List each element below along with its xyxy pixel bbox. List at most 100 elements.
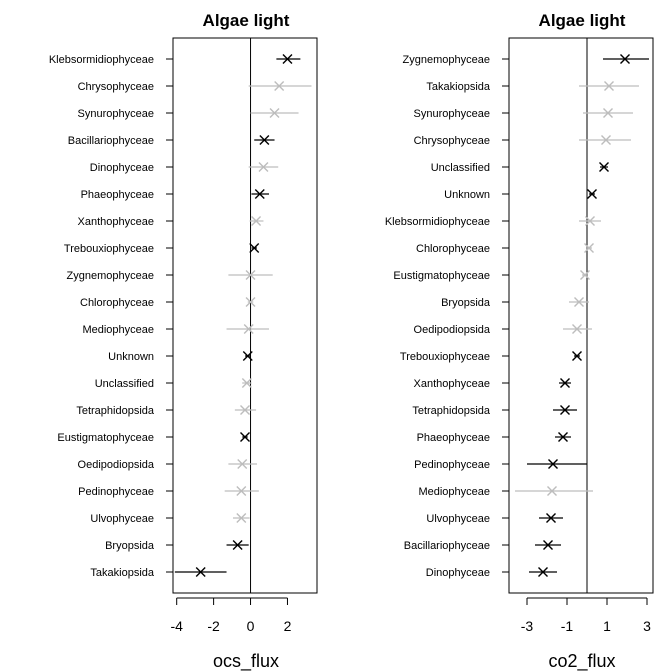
marker-stroke — [587, 189, 597, 199]
estimate-marker — [560, 405, 570, 415]
marker-stroke — [585, 216, 595, 226]
marker-stroke — [543, 540, 553, 550]
marker-stroke — [236, 486, 247, 496]
y-tick-label: Bacillariophyceae — [404, 540, 490, 552]
y-tick-label: Zygnemophyceae — [67, 270, 154, 282]
estimate-marker — [254, 189, 265, 199]
y-tick-label: Bacillariophyceae — [68, 135, 154, 147]
marker-stroke — [547, 486, 557, 496]
plot-frame — [172, 37, 318, 594]
x-tick-label: 1 — [603, 618, 611, 634]
estimate-marker — [547, 486, 557, 496]
y-tick-label: Chrysophyceae — [414, 135, 490, 147]
marker-stroke — [620, 54, 630, 64]
estimate-marker — [243, 324, 254, 334]
marker-stroke — [259, 135, 270, 145]
estimate-marker — [251, 216, 262, 226]
marker-stroke — [249, 243, 260, 253]
marker-stroke — [241, 378, 252, 388]
y-tick-label: Klebsormidiophyceae — [385, 216, 490, 228]
marker-stroke — [538, 567, 548, 577]
y-tick-label: Bryopsida — [105, 540, 155, 552]
estimate-marker — [245, 270, 256, 280]
y-tick-label: Eustigmatophyceae — [57, 432, 154, 444]
y-tick-label: Trebouxiophyceae — [400, 351, 490, 363]
marker-stroke — [243, 324, 254, 334]
marker-stroke — [282, 54, 293, 64]
y-tick-label: Takakiopsida — [90, 567, 154, 579]
y-tick-label: Tetraphidopsida — [76, 405, 155, 417]
marker-stroke — [572, 324, 582, 334]
y-tick-label: Pedinophyceae — [78, 486, 154, 498]
panel-co2-flux: Algae light co2_flux -3 -1 1 3 Zygnemophycea… — [385, 11, 654, 671]
x-tick-label: 3 — [643, 618, 651, 634]
y-tick-label: Mediophyceae — [418, 486, 490, 498]
estimate-marker — [572, 324, 582, 334]
marker-stroke — [601, 135, 611, 145]
chart-title: Algae light — [539, 11, 626, 30]
y-tick-label: Xanthophyceae — [414, 378, 490, 390]
y-tick-label: Dinophyceae — [90, 162, 154, 174]
y-tick-label: Chrysophyceae — [78, 81, 154, 93]
estimate-marker — [282, 54, 293, 64]
y-tick-label: Phaeophyceae — [81, 189, 154, 201]
estimate-marker — [236, 486, 247, 496]
estimate-marker — [232, 540, 243, 550]
marker-stroke — [195, 567, 206, 577]
estimate-marker — [580, 270, 590, 280]
estimate-marker — [603, 108, 613, 118]
marker-stroke — [560, 405, 570, 415]
y-tick-label: Oedipodiopsida — [78, 459, 155, 471]
marker-stroke — [232, 540, 243, 550]
marker-stroke — [574, 297, 584, 307]
estimate-marker — [599, 162, 609, 172]
marker-stroke — [240, 432, 250, 442]
marker-stroke — [269, 108, 280, 118]
y-tick-label: Ulvophyceae — [90, 513, 154, 525]
y-tick-label: Takakiopsida — [426, 81, 490, 93]
estimate-marker — [560, 378, 570, 388]
estimate-marker — [572, 351, 582, 361]
marker-stroke — [599, 162, 609, 172]
x-tick-label: -3 — [521, 618, 534, 634]
marker-stroke — [245, 270, 256, 280]
estimate-marker — [620, 54, 630, 64]
x-axis-label: ocs_flux — [213, 651, 279, 671]
estimate-marker — [258, 162, 269, 172]
y-tick-label: Unclassified — [95, 378, 154, 390]
x-tick-label: 0 — [247, 618, 255, 634]
panel-ocs-flux: Algae light ocs_flux -4 -2 0 2 Klebsormidiop… — [49, 11, 318, 671]
x-tick-label: -4 — [170, 618, 183, 634]
estimate-marker — [195, 567, 206, 577]
marker-stroke — [603, 108, 613, 118]
y-tick-label: Unknown — [108, 351, 154, 363]
estimate-marker — [548, 459, 558, 469]
marker-stroke — [584, 243, 594, 253]
marker-stroke — [251, 216, 262, 226]
estimate-marker — [269, 108, 280, 118]
x-axis-label: co2_flux — [548, 651, 615, 671]
marker-stroke — [548, 459, 558, 469]
estimate-marker — [245, 297, 256, 307]
x-tick-label: -1 — [561, 618, 574, 634]
marker-stroke — [242, 351, 253, 361]
estimate-marker — [546, 513, 556, 523]
y-tick-label: Ulvophyceae — [426, 513, 490, 525]
estimate-marker — [585, 216, 595, 226]
estimate-marker — [249, 243, 260, 253]
x-tick-label: 2 — [284, 618, 292, 634]
y-tick-label: Pedinophyceae — [414, 459, 490, 471]
estimate-marker — [584, 243, 594, 253]
estimate-marker — [240, 405, 250, 415]
y-tick-label: Synurophyceae — [414, 108, 490, 120]
y-tick-label: Unclassified — [431, 162, 490, 174]
marker-stroke — [236, 513, 247, 523]
estimate-marker — [236, 513, 247, 523]
estimate-marker — [601, 135, 611, 145]
marker-stroke — [580, 270, 590, 280]
estimate-marker — [242, 351, 253, 361]
y-tick-label: Bryopsida — [441, 297, 491, 309]
x-tick-label: -2 — [207, 618, 220, 634]
estimate-marker — [587, 189, 597, 199]
